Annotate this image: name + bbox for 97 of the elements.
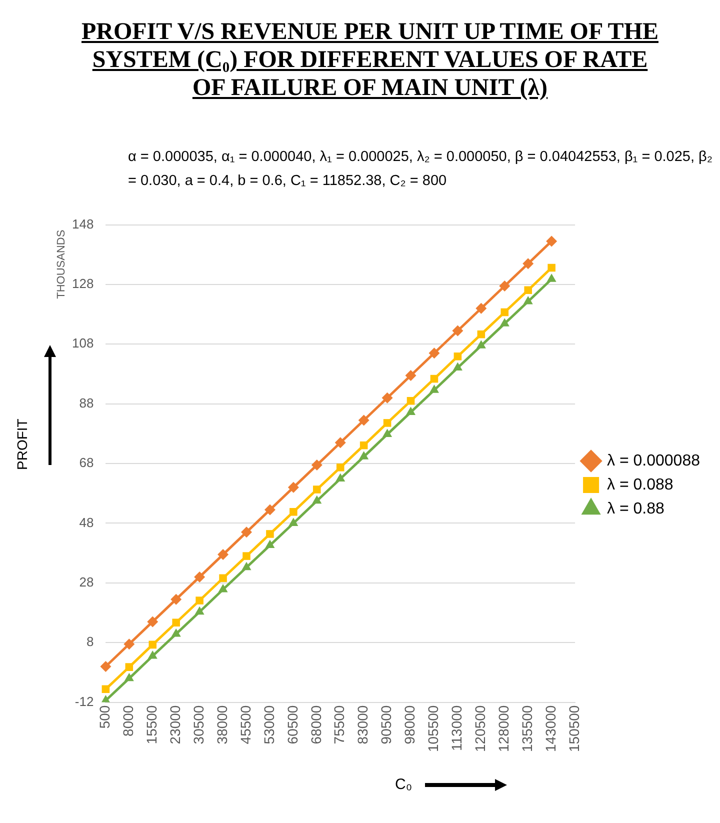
point <box>336 473 346 482</box>
point <box>171 628 181 637</box>
y-tick-label: 8 <box>86 634 94 650</box>
point <box>172 618 180 626</box>
x-tick-label: 143000 <box>542 705 558 752</box>
x-tick-label: 105500 <box>425 705 442 752</box>
y-tick-label: 68 <box>79 455 94 470</box>
legend-label: λ = 0.000088 <box>607 452 700 470</box>
point <box>382 428 392 438</box>
y-tick-label: 28 <box>79 574 94 590</box>
point <box>313 486 321 494</box>
point <box>382 392 393 404</box>
y-tick-label: -12 <box>74 694 94 709</box>
point <box>264 504 276 516</box>
point <box>500 308 509 316</box>
point <box>242 562 252 570</box>
point <box>499 280 510 292</box>
point <box>383 419 392 427</box>
point <box>334 437 346 448</box>
point <box>523 296 533 304</box>
point <box>452 325 464 336</box>
y-tick-label: 128 <box>72 276 94 292</box>
text: THOUSANDS <box>56 230 68 299</box>
point <box>242 552 250 560</box>
point <box>218 584 228 592</box>
point <box>218 549 229 560</box>
point <box>546 274 556 282</box>
x-axis-title: C₀ <box>395 776 412 793</box>
point <box>288 482 299 493</box>
point <box>290 508 298 516</box>
point <box>124 638 135 650</box>
point <box>240 526 252 538</box>
point <box>359 451 369 460</box>
x-tick-label: 38000 <box>214 705 230 744</box>
point <box>194 571 206 582</box>
point <box>194 606 204 615</box>
x-tick-label: 90500 <box>378 705 394 744</box>
x-tick-label: 45500 <box>237 705 254 744</box>
point <box>265 540 275 548</box>
point <box>147 616 158 628</box>
x-tick-label: 15500 <box>143 705 160 744</box>
point <box>219 574 227 582</box>
point <box>522 258 534 270</box>
point <box>360 441 368 450</box>
point <box>125 663 134 671</box>
point <box>476 340 486 348</box>
x-tick-label: 113000 <box>448 705 465 751</box>
point <box>524 286 532 294</box>
y-axis-title: PROFIT <box>14 418 30 470</box>
x-tick-label: 75500 <box>331 705 348 744</box>
legend-label: λ = 0.088 <box>607 476 674 494</box>
point <box>428 348 440 359</box>
point <box>429 384 439 393</box>
point <box>148 650 158 659</box>
point <box>452 362 462 370</box>
point <box>170 594 182 605</box>
point <box>312 495 322 504</box>
point <box>148 640 157 649</box>
point <box>430 374 438 383</box>
y-tick-label: 108 <box>72 336 94 351</box>
chart-subtitle: α = 0.000035, α₁ = 0.000040, λ₁ = 0.000025, λ₂ = 0.000050, β = 0.04042553, β₁ = 0.025, β₂ = 0.030, a = 0.4, b = 0.6, C₁ = 11852.38, C₂ = 800 <box>128 148 714 191</box>
point <box>454 352 462 360</box>
chart-title: PROFIT V/S REVENUE PER UNIT UP TIME OF THE SYSTEM (C₀) FOR DIFFERENT VALUES OF RATE OF FAILURE OF MAIN UNIT (λ) <box>80 18 660 102</box>
point <box>196 596 204 604</box>
y-tick-label: 88 <box>79 395 94 410</box>
x-tick-label: 150500 <box>566 705 582 752</box>
x-tick-label: 128000 <box>495 705 512 752</box>
x-tick-label: 23000 <box>166 705 183 744</box>
point <box>546 236 558 247</box>
point <box>336 464 344 472</box>
legend-label: λ = 0.88 <box>607 500 665 518</box>
x-tick-label: 98000 <box>402 705 418 744</box>
point <box>102 685 110 694</box>
x-tick-label: 83000 <box>354 705 371 744</box>
y-tick-label: 148 <box>72 216 94 232</box>
point <box>548 264 556 272</box>
x-tick-label: 53000 <box>260 705 277 744</box>
x-tick-label: 135500 <box>518 705 535 752</box>
point <box>124 672 134 682</box>
x-tick-label: 30500 <box>190 705 206 744</box>
point <box>100 660 112 672</box>
point <box>288 518 298 526</box>
point <box>311 460 322 471</box>
x-tick-label: 60500 <box>284 705 300 744</box>
x-tick-label: 500 <box>96 705 113 729</box>
point <box>477 330 486 338</box>
y-tick-label: 48 <box>79 514 94 530</box>
point <box>266 530 274 538</box>
x-tick-label: 120500 <box>472 705 488 752</box>
point <box>405 370 416 382</box>
point <box>358 414 370 426</box>
x-tick-label: 68000 <box>308 705 324 744</box>
point <box>476 302 487 314</box>
point <box>500 318 510 326</box>
point <box>406 396 415 405</box>
x-tick-label: 8000 <box>120 705 136 736</box>
point <box>406 406 416 415</box>
